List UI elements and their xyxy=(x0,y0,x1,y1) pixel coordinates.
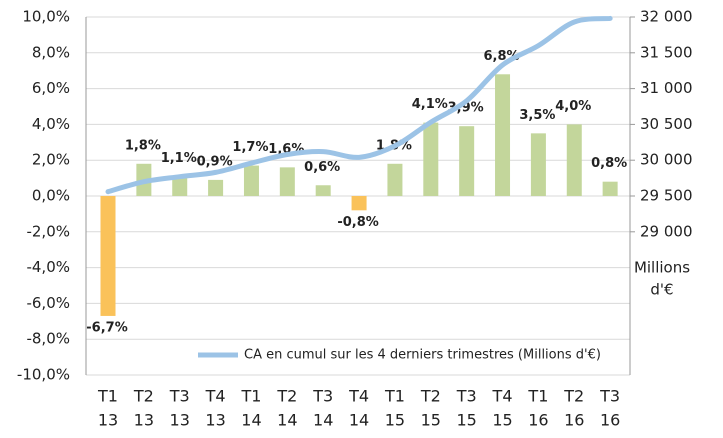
y2-tick-label: 30 000 xyxy=(640,151,693,169)
y-tick-label: 2,0% xyxy=(32,151,70,169)
y2-axis-label: d'€ xyxy=(650,281,673,299)
x-tick-label: T1 xyxy=(240,387,261,406)
x-tick-label: 13 xyxy=(98,411,118,430)
x-tick-label: T3 xyxy=(456,387,477,406)
x-tick-label: 14 xyxy=(349,411,369,430)
value-label: -0,8% xyxy=(337,215,378,230)
x-tick-label: T2 xyxy=(276,387,297,406)
y-tick-label: 6,0% xyxy=(32,79,70,97)
value-label: 0,8% xyxy=(591,156,627,171)
bar xyxy=(459,126,475,196)
bar xyxy=(315,185,331,196)
value-label: 3,5% xyxy=(519,108,555,123)
bar xyxy=(423,122,439,196)
x-tick-label: T3 xyxy=(169,387,190,406)
x-tick-label: 14 xyxy=(277,411,297,430)
value-label: 4,1% xyxy=(412,97,448,112)
value-label: 4,0% xyxy=(555,99,591,114)
legend-label: CA en cumul sur les 4 derniers trimestre… xyxy=(244,348,601,363)
value-label: 0,6% xyxy=(304,160,340,175)
y-tick-label: 10,0% xyxy=(22,8,70,26)
y-tick-label: 8,0% xyxy=(32,43,70,61)
y2-tick-label: 29 000 xyxy=(640,222,693,240)
y2-tick-label: 32 000 xyxy=(640,8,693,26)
value-label: 0,9% xyxy=(197,154,233,169)
bar xyxy=(243,165,259,196)
y-tick-label: 4,0% xyxy=(32,115,70,133)
x-tick-label: 14 xyxy=(313,411,333,430)
x-tick-label: 15 xyxy=(492,411,512,430)
x-tick-label: 13 xyxy=(170,411,190,430)
x-tick-label: T1 xyxy=(97,387,118,406)
bar xyxy=(602,181,618,196)
x-tick-label: 13 xyxy=(205,411,225,430)
x-tick-label: T4 xyxy=(348,387,369,406)
x-tick-label: T1 xyxy=(527,387,548,406)
value-label: 1,7% xyxy=(232,140,268,155)
y-tick-label: -8,0% xyxy=(26,330,70,348)
x-tick-label: 15 xyxy=(385,411,405,430)
y2-axis-label: Millions xyxy=(634,259,690,277)
x-tick-label: 15 xyxy=(421,411,441,430)
y2-tick-label: 30 500 xyxy=(640,115,693,133)
x-tick-label: 15 xyxy=(456,411,476,430)
y2-tick-label: 31 000 xyxy=(640,79,693,97)
y-tick-label: 0,0% xyxy=(32,187,70,205)
x-tick-label: T4 xyxy=(492,387,513,406)
bar xyxy=(495,74,511,196)
x-tick-label: T4 xyxy=(205,387,226,406)
value-label: 3,9% xyxy=(448,101,484,116)
bar xyxy=(208,179,224,196)
x-tick-label: T3 xyxy=(599,387,620,406)
x-tick-label: 16 xyxy=(564,411,584,430)
y-tick-label: -6,0% xyxy=(26,294,70,312)
x-tick-label: 13 xyxy=(134,411,154,430)
bar xyxy=(100,196,116,316)
x-tick-label: 16 xyxy=(600,411,620,430)
value-label: 1,8% xyxy=(125,138,161,153)
y2-tick-label: 31 500 xyxy=(640,43,693,61)
y-tick-label: -10,0% xyxy=(17,366,70,384)
x-tick-label: 16 xyxy=(528,411,548,430)
bar xyxy=(530,133,546,196)
x-tick-label: T2 xyxy=(563,387,584,406)
x-tick-label: T3 xyxy=(312,387,333,406)
bar xyxy=(566,124,582,196)
bar xyxy=(172,176,188,196)
x-tick-label: T1 xyxy=(384,387,405,406)
x-tick-label: 14 xyxy=(241,411,261,430)
x-tick-label: T2 xyxy=(420,387,441,406)
bar xyxy=(279,167,295,196)
value-label: -6,7% xyxy=(86,320,127,335)
y-tick-label: -2,0% xyxy=(26,222,70,240)
y2-tick-label: 29 500 xyxy=(640,187,693,205)
bar xyxy=(351,196,367,211)
value-label: 1,1% xyxy=(161,151,197,166)
line xyxy=(105,15,613,195)
bar xyxy=(387,163,403,196)
x-tick-label: T2 xyxy=(133,387,154,406)
y-tick-label: -4,0% xyxy=(26,258,70,276)
